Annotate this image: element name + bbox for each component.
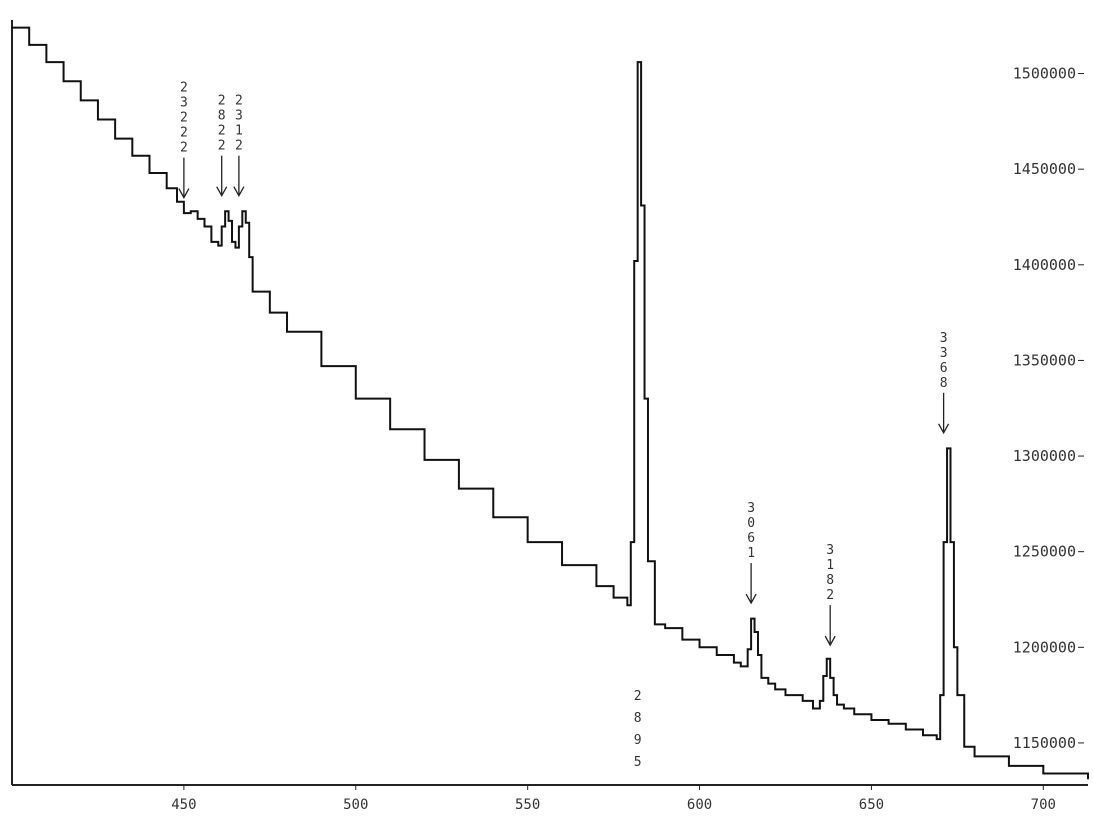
annotation-label: 1 <box>235 124 243 139</box>
annotation-label: 2 <box>180 126 188 141</box>
x-tick-label: 550 <box>515 797 540 813</box>
bottom-peak-label: 2 <box>634 689 642 704</box>
y-tick-label: 1250000 <box>1013 543 1076 561</box>
annotation-label: 2 <box>218 124 226 139</box>
annotation-label: 2 <box>180 81 188 96</box>
x-tick-label: 650 <box>859 797 884 813</box>
annotation-label: 1 <box>826 558 834 573</box>
x-tick-label: 700 <box>1031 797 1056 813</box>
axes: 450 500 550 600 650 7001500000145000014000001… <box>11 20 1088 813</box>
annotation-label: 2 <box>235 139 243 154</box>
annotation-label: 3 <box>940 346 948 361</box>
bottom-peak-label: 5 <box>634 755 642 770</box>
bottom-peak-label: 8 <box>634 711 642 726</box>
annotation-label: 1 <box>747 546 755 561</box>
y-tick-label: 1150000 <box>1013 734 1076 752</box>
bottom-peak-label: 9 <box>634 733 642 748</box>
annotation-label: 2 <box>235 94 243 109</box>
y-tick-label: 1500000 <box>1013 65 1076 83</box>
annotation-arrowhead <box>824 635 836 647</box>
x-tick-label: 500 <box>343 797 368 813</box>
annotation-label: 3 <box>747 501 755 516</box>
annotation-label: 6 <box>747 531 755 546</box>
series-line <box>12 26 1089 780</box>
y-tick-label: 1450000 <box>1013 160 1076 178</box>
annotation-label: 8 <box>940 376 948 391</box>
annotation-label: 8 <box>826 573 834 588</box>
annotation-arrowhead <box>938 423 950 435</box>
series-layer <box>12 26 1089 780</box>
annotation-label: 2 <box>826 588 834 603</box>
annotation-label: 3 <box>826 543 834 558</box>
annotation-label: 8 <box>218 109 226 124</box>
annotation-label: 2 <box>218 94 226 109</box>
annotation-arrowhead <box>178 188 190 199</box>
y-tick-label: 1300000 <box>1013 447 1076 465</box>
annotation-label: 3 <box>180 96 188 111</box>
y-tick-label: 1350000 <box>1013 351 1076 369</box>
annotation-label: 2 <box>180 111 188 126</box>
x-tick-label: 450 <box>171 797 196 813</box>
annotation-label: 2 <box>180 141 188 156</box>
annotation-label: 6 <box>940 361 948 376</box>
x-tick-label: 600 <box>687 797 712 813</box>
annotation-label: 3 <box>940 331 948 346</box>
annotation-arrowhead <box>216 186 228 198</box>
y-tick-label: 1400000 <box>1013 256 1076 274</box>
annotation-label: 3 <box>235 109 243 124</box>
annotation-arrowhead <box>233 186 245 198</box>
annotation-arrowhead <box>745 593 757 605</box>
annotation-label: 0 <box>747 516 755 531</box>
y-tick-label: 1200000 <box>1013 638 1076 656</box>
annotation-label: 2 <box>218 139 226 154</box>
